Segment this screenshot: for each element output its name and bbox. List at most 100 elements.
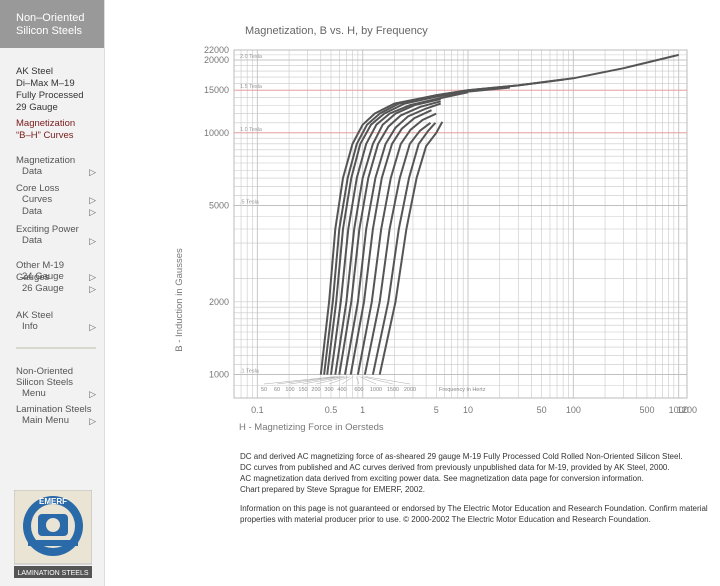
series-line-60	[326, 86, 510, 375]
tesla-lines: 2.0 Tesla 1.5 Tesla 1.0 Tesla .5 Tesla .1 Te…	[234, 54, 687, 375]
sidebar-nav-item[interactable]: Menu ▷	[16, 388, 96, 400]
frequency-leader	[365, 376, 411, 385]
tesla-label: .5 Tesla	[240, 200, 260, 206]
sidebar-nav-item[interactable]: Non-Oriented	[16, 366, 96, 378]
product-info: AK Steel Di–Max M–19 Fully Processed 29 …	[16, 66, 84, 114]
sidebar-nav-item[interactable]: Other M-19 Gauges	[16, 260, 96, 284]
frequency-label: 50	[261, 387, 267, 393]
emerf-logo[interactable]: EMERF LAMINATION STEELS	[13, 489, 93, 578]
series-line-DC	[319, 53, 679, 375]
chart-title: Magnetization, B vs. H, by Frequency	[245, 25, 428, 37]
frequency-label: 150	[298, 387, 307, 393]
y-tick-label: 1000	[209, 370, 229, 380]
sidebar-header-line: Non–Oriented	[16, 12, 85, 24]
current-page-label: Magnetization “B–H” Curves	[16, 118, 75, 142]
tesla-label: 2.0 Tesla	[240, 54, 263, 60]
sidebar-nav-item[interactable]: Main Menu ▷	[16, 415, 96, 427]
sidebar-nav-label: Lamination Steels	[16, 404, 92, 415]
sidebar-nav-item[interactable]: 24 Gauge ▷	[16, 271, 96, 283]
sidebar-nav-label: Magnetization	[16, 155, 76, 166]
x-axis-label: H - Magnetizing Force in Oersteds	[239, 422, 384, 433]
chart-grid	[233, 49, 688, 399]
arrow-right-icon: ▷	[89, 284, 96, 294]
note-line: DC and derived AC magnetizing force of a…	[240, 452, 683, 461]
series-line-200	[338, 100, 441, 375]
series-line-400	[349, 109, 432, 375]
sidebar-header-line: Silicon Steels	[16, 25, 83, 37]
sidebar-nav-label: Info	[22, 321, 38, 332]
frequency-leader	[359, 376, 377, 385]
sidebar-nav-item[interactable]: Curves ▷	[16, 194, 96, 206]
frequency-label: 100	[285, 387, 294, 393]
sidebar-nav-item[interactable]: Data ▷	[16, 235, 96, 247]
sidebar-nav-item[interactable]: Silicon Steels	[16, 377, 96, 389]
sidebar-nav-item[interactable]: Data ▷	[16, 206, 96, 218]
sidebar-nav-label: Curves	[22, 194, 53, 205]
note-line: DC curves from published and AC curves d…	[240, 463, 670, 472]
sidebar-nav-item[interactable]: Exciting Power	[16, 224, 96, 236]
sidebar-nav-label: Data	[22, 206, 43, 217]
frequency-leader	[302, 376, 345, 385]
sidebar-nav-item[interactable]: 26 Gauge ▷	[16, 283, 96, 295]
frequency-label: 600	[354, 387, 363, 393]
sidebar-nav-label: Exciting Power	[16, 224, 79, 235]
sidebar-nav-label: Core Loss	[16, 183, 60, 194]
x-tick-label: 1200	[677, 405, 697, 415]
x-tick-label: 50	[537, 405, 547, 415]
frequency-note: Frequency in Hertz	[439, 387, 486, 393]
note-line: properties with material producer prior …	[240, 515, 651, 524]
arrow-right-icon: ▷	[89, 322, 96, 332]
arrow-right-icon: ▷	[89, 195, 96, 205]
tesla-label: .1 Tesla	[240, 369, 260, 375]
frequency-label: 400	[337, 387, 346, 393]
logo-text: LAMINATION STEELS	[17, 570, 88, 577]
y-tick-label: 20000	[204, 55, 229, 65]
y-tick-label: 10000	[204, 128, 229, 138]
sidebar-nav-label: Silicon Steels	[16, 377, 74, 388]
sidebar-nav-item[interactable]: Magnetization	[16, 155, 96, 167]
frequency-leader	[356, 376, 360, 385]
arrow-right-icon: ▷	[89, 416, 96, 426]
frequency-label: 300	[324, 387, 333, 393]
arrow-right-icon: ▷	[89, 236, 96, 246]
sidebar-nav-label: Data	[22, 235, 43, 246]
sidebar-nav-item[interactable]: Info ▷	[16, 321, 96, 333]
frequency-leader	[315, 376, 348, 385]
frequency-leader	[289, 376, 342, 385]
plot-frame	[233, 49, 688, 399]
sidebar-nav-label: Non-Oriented	[16, 366, 74, 377]
frequency-leader	[362, 376, 394, 385]
sidebar-nav-label: 24 Gauge	[22, 271, 64, 282]
x-tick-label: 1000	[669, 405, 689, 415]
x-tick-label: 5	[434, 405, 439, 415]
series-line-2000	[378, 121, 444, 375]
sidebar-nav-item[interactable]: AK Steel	[16, 310, 96, 322]
sidebar-nav-label: 26 Gauge	[22, 283, 64, 294]
frequency-leader	[263, 376, 336, 385]
y-tick-label: 22000	[204, 45, 229, 55]
current-page-line: Magnetization	[16, 118, 76, 129]
sidebar-nav-item[interactable]: Lamination Steels	[16, 404, 96, 416]
note-line: AC magnetization data derived from excit…	[240, 474, 644, 483]
series-line-300	[344, 102, 442, 375]
tesla-label: 1.5 Tesla	[240, 84, 263, 90]
arrow-right-icon: ▷	[89, 389, 96, 399]
x-tick-label: 0.1	[251, 405, 264, 415]
y-tick-label: 2000	[209, 297, 229, 307]
x-tick-label: 500	[639, 405, 654, 415]
frequency-label: 60	[274, 387, 280, 393]
frequency-leader	[328, 376, 351, 385]
arrow-right-icon: ▷	[89, 167, 96, 177]
product-line: 29 Gauge	[16, 102, 58, 113]
sidebar-nav-item[interactable]: Data ▷	[16, 166, 96, 178]
product-line: Fully Processed	[16, 90, 84, 101]
x-tick-label: 100	[566, 405, 581, 415]
series-line-100	[330, 91, 469, 375]
sidebar-nav-label: Menu	[22, 388, 46, 399]
sidebar-nav-label: Other M-19 Gauges	[16, 260, 65, 283]
x-tick-label: 10	[463, 405, 473, 415]
sidebar-nav-item[interactable]: Core Loss	[16, 183, 96, 195]
product-line: Di–Max M–19	[16, 78, 75, 89]
tesla-label: 1.0 Tesla	[240, 127, 263, 133]
